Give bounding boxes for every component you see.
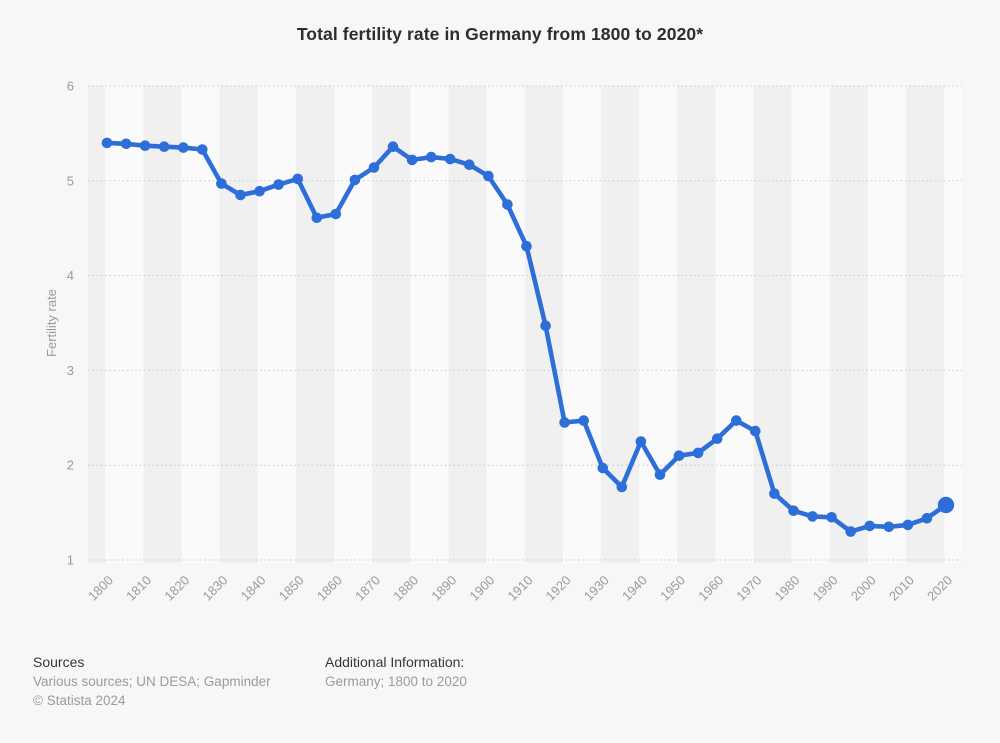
svg-text:1940: 1940 <box>619 573 650 604</box>
data-point <box>235 189 246 201</box>
data-point <box>731 415 742 426</box>
data-point <box>559 417 570 428</box>
data-point <box>406 154 418 166</box>
svg-text:1880: 1880 <box>390 573 421 604</box>
data-point <box>692 447 704 459</box>
additional-info-label: Additional Information: <box>325 654 465 670</box>
svg-text:4: 4 <box>67 268 74 283</box>
svg-text:1: 1 <box>67 553 74 568</box>
data-point <box>425 151 437 163</box>
data-point <box>444 153 456 165</box>
svg-text:1910: 1910 <box>505 573 536 604</box>
data-point <box>483 170 494 182</box>
svg-text:2020: 2020 <box>924 573 955 604</box>
data-point <box>120 138 132 150</box>
data-point <box>330 208 342 220</box>
data-point <box>597 462 609 474</box>
chart-title: Total fertility rate in Germany from 180… <box>296 24 704 44</box>
svg-text:1840: 1840 <box>238 573 269 604</box>
data-point <box>654 469 666 481</box>
data-point <box>292 173 304 185</box>
svg-text:1920: 1920 <box>543 573 574 604</box>
data-point <box>845 526 856 537</box>
data-point <box>902 519 914 531</box>
svg-text:1990: 1990 <box>810 573 841 604</box>
data-point <box>750 425 761 437</box>
svg-text:1980: 1980 <box>772 573 803 604</box>
svg-text:1970: 1970 <box>733 573 764 604</box>
data-point <box>521 240 532 252</box>
data-point <box>349 174 361 186</box>
svg-text:1950: 1950 <box>657 573 688 604</box>
additional-info-block: Additional Information: Germany; 1800 to… <box>325 654 467 693</box>
svg-text:1810: 1810 <box>123 573 154 604</box>
data-point <box>921 513 933 524</box>
data-point <box>540 320 551 332</box>
svg-text:6: 6 <box>67 79 74 94</box>
data-point <box>101 137 113 149</box>
data-point <box>864 520 875 532</box>
svg-text:1820: 1820 <box>161 573 192 604</box>
data-point <box>368 162 380 173</box>
data-point <box>788 505 799 516</box>
x-tick-labels: 1800 1810 1820 1830 1840 1850 1860 1870 1880 1890… <box>85 573 955 604</box>
data-point <box>711 433 723 445</box>
svg-text:1930: 1930 <box>581 573 612 604</box>
svg-text:1830: 1830 <box>199 573 230 604</box>
data-point <box>769 488 780 499</box>
data-point <box>178 142 189 153</box>
data-point <box>311 212 323 224</box>
svg-text:1850: 1850 <box>276 573 307 604</box>
data-point <box>158 141 170 152</box>
svg-text:2000: 2000 <box>848 573 879 604</box>
data-point <box>216 178 227 189</box>
data-point <box>254 185 265 197</box>
copyright-text: © Statista 2024 <box>33 693 126 708</box>
data-point <box>673 450 685 462</box>
data-point <box>826 512 837 523</box>
data-point-markers <box>101 137 955 537</box>
data-point <box>616 481 628 493</box>
svg-text:3: 3 <box>67 363 74 378</box>
decade-bands <box>88 86 962 563</box>
sources-label: Sources <box>33 654 85 670</box>
data-point <box>578 415 589 426</box>
last-data-point <box>937 496 955 514</box>
y-axis-title: Fertility rate <box>44 289 59 357</box>
data-point <box>464 159 475 170</box>
data-point <box>273 179 284 190</box>
svg-text:2: 2 <box>67 458 74 473</box>
data-point <box>387 141 399 152</box>
svg-text:1890: 1890 <box>428 573 459 604</box>
data-point <box>635 436 647 447</box>
data-point <box>139 140 151 151</box>
data-point <box>883 521 895 533</box>
svg-text:5: 5 <box>67 173 74 188</box>
svg-text:2010: 2010 <box>886 573 917 604</box>
svg-text:1900: 1900 <box>466 573 497 604</box>
data-point <box>502 199 513 210</box>
svg-text:1860: 1860 <box>314 573 345 604</box>
sources-text: Various sources; UN DESA; Gapminder <box>33 674 271 689</box>
svg-text:1870: 1870 <box>352 573 383 604</box>
data-point <box>197 144 208 155</box>
additional-info-text: Germany; 1800 to 2020 <box>325 674 467 689</box>
svg-text:1800: 1800 <box>85 573 116 604</box>
fertility-rate-line-chart: 1 2 3 4 5 6 Fertility rate 1800 1810 1820 1830 1840… <box>44 79 962 604</box>
sources-block: Sources Various sources; UN DESA; Gapmin… <box>33 654 271 712</box>
y-tick-labels: 1 2 3 4 5 6 <box>67 79 74 568</box>
svg-text:1960: 1960 <box>695 573 726 604</box>
data-point <box>807 511 818 522</box>
